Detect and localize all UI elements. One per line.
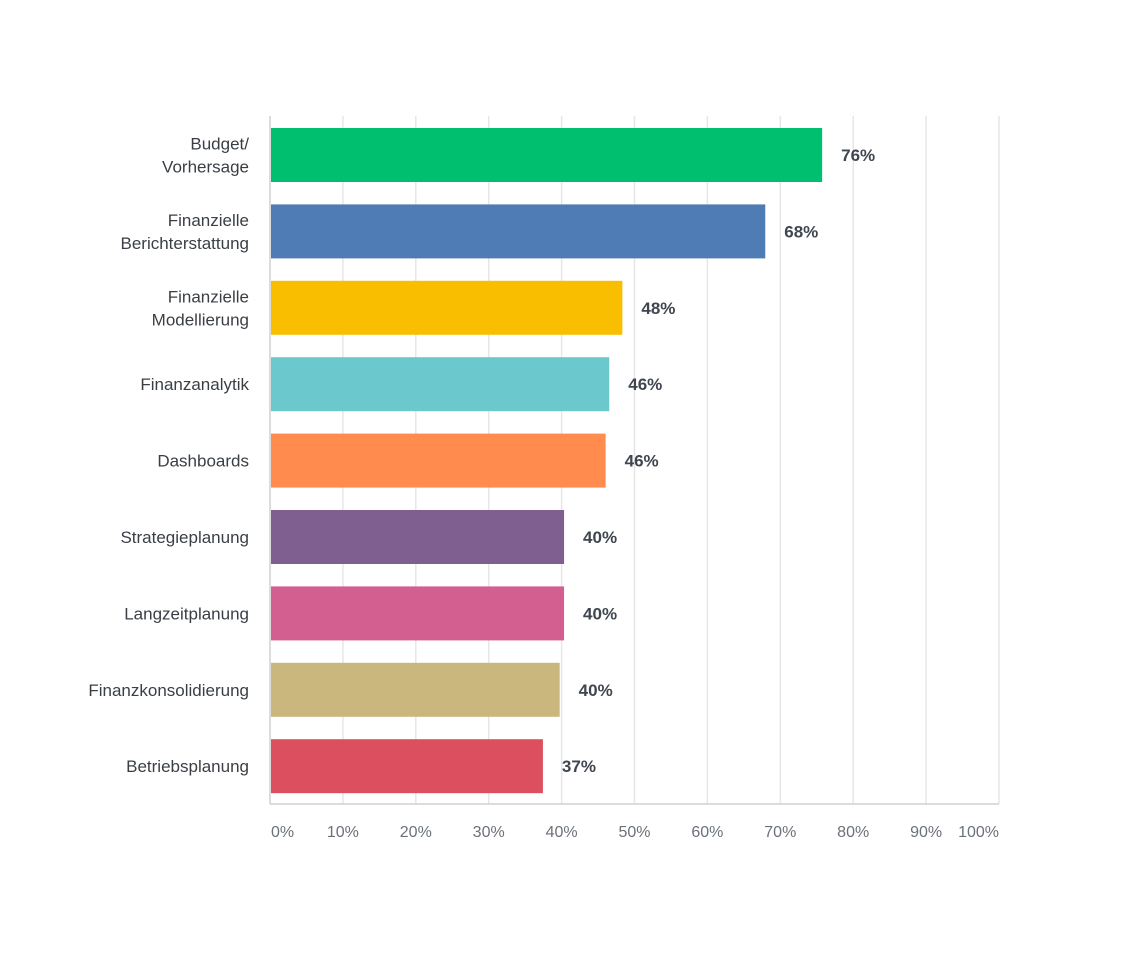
- category-label: Langzeitplanung: [124, 604, 249, 623]
- category-label: Strategieplanung: [120, 528, 249, 547]
- x-tick-label: 90%: [910, 824, 942, 841]
- category-label: Betriebsplanung: [126, 757, 249, 776]
- category-label: Dashboards: [157, 452, 249, 471]
- data-label: 40%: [583, 604, 617, 623]
- x-tick-label: 100%: [958, 824, 999, 841]
- category-label: Vorhersage: [162, 158, 249, 177]
- x-tick-label: 60%: [691, 824, 723, 841]
- category-label: Modellierung: [152, 310, 249, 329]
- x-tick-label: 50%: [618, 824, 650, 841]
- data-label: 76%: [841, 146, 875, 165]
- bar: [271, 128, 823, 182]
- category-label: Berichterstattung: [120, 234, 249, 253]
- bar: [271, 357, 610, 412]
- bar: [271, 510, 565, 564]
- data-label: 37%: [562, 757, 596, 776]
- bar: [271, 662, 560, 717]
- data-label: 46%: [628, 375, 662, 394]
- category-label: Finanzielle: [168, 211, 249, 230]
- x-tick-label: 70%: [764, 824, 796, 841]
- data-label: 46%: [625, 452, 659, 471]
- data-label: 68%: [784, 222, 818, 241]
- category-label: Finanzielle: [168, 287, 249, 306]
- x-tick-label: 10%: [327, 824, 359, 841]
- bar: [271, 586, 565, 641]
- category-label: Finanzanalytik: [140, 375, 249, 394]
- bar: [271, 204, 766, 259]
- x-tick-label: 0%: [271, 824, 294, 841]
- category-label: Finanzkonsolidierung: [88, 681, 249, 700]
- x-tick-label: 20%: [400, 824, 432, 841]
- data-label: 40%: [583, 528, 617, 547]
- x-tick-label: 30%: [473, 824, 505, 841]
- bar: [271, 433, 606, 488]
- bar: [271, 280, 623, 335]
- data-label: 48%: [641, 299, 675, 318]
- x-tick-label: 40%: [546, 824, 578, 841]
- x-tick-label: 80%: [837, 824, 869, 841]
- bar: [271, 739, 543, 794]
- data-label: 40%: [579, 681, 613, 700]
- category-label: Budget/: [190, 135, 249, 154]
